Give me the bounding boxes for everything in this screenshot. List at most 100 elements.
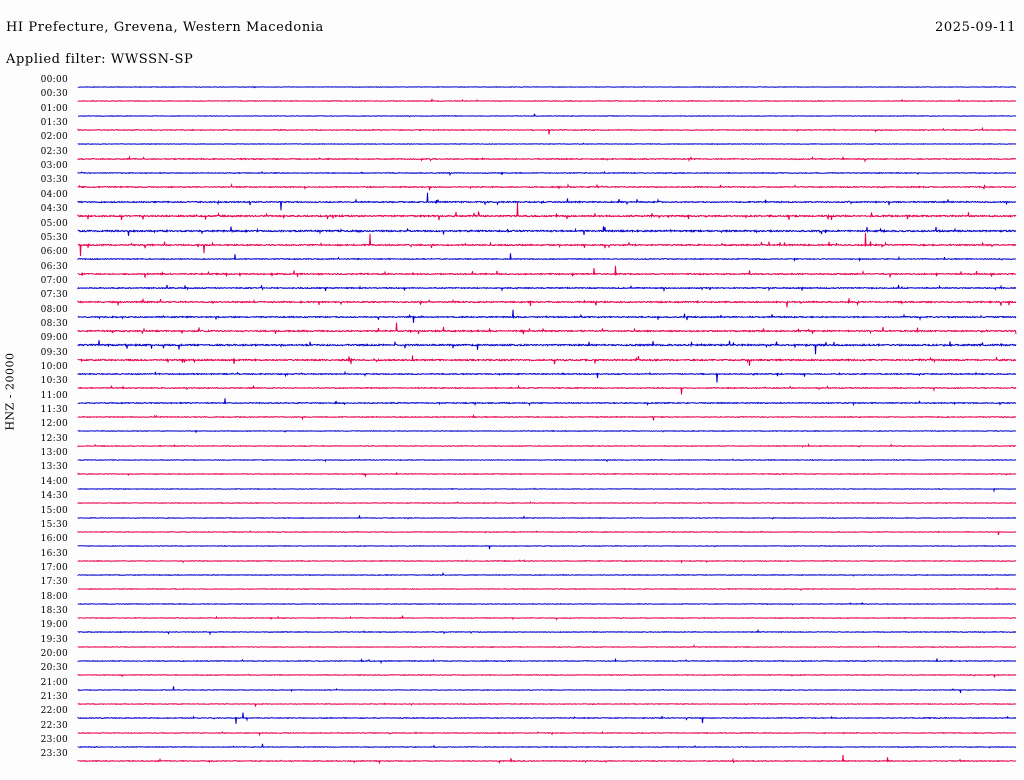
trace-row: 19:00 (0, 620, 1024, 639)
trace-row: 11:30 (0, 405, 1024, 424)
trace-row: 20:30 (0, 663, 1024, 682)
seismic-trace (77, 743, 1017, 749)
seismogram-plot: 00:00 00:30 01:00 01:30 02:00 02:30 03:00 03:30… (0, 75, 1024, 775)
seismic-trace (77, 755, 1017, 766)
trace-time-label: 01:30 (40, 118, 68, 129)
seismic-trace (77, 142, 1017, 146)
seismic-trace (77, 558, 1017, 564)
seismic-trace (77, 322, 1017, 335)
seismic-trace (77, 601, 1017, 606)
trace-row: 13:30 (0, 462, 1024, 481)
trace-row: 02:00 (0, 132, 1024, 151)
seismic-trace (77, 284, 1017, 293)
trace-time-label: 16:30 (40, 548, 68, 559)
seismic-trace (77, 192, 1017, 211)
trace-row: 20:00 (0, 649, 1024, 668)
seismic-trace (77, 712, 1017, 725)
trace-time-label: 02:00 (40, 132, 68, 143)
trace-time-label: 08:00 (40, 304, 68, 315)
trace-time-label: 13:30 (40, 462, 68, 473)
trace-time-label: 10:30 (40, 376, 68, 387)
trace-row: 16:30 (0, 549, 1024, 568)
trace-time-label: 14:30 (40, 491, 68, 502)
trace-row: 22:00 (0, 706, 1024, 725)
trace-row: 05:30 (0, 232, 1024, 256)
page-title: HI Prefecture, Grevena, Western Macedoni… (6, 20, 324, 35)
seismic-trace (77, 225, 1017, 236)
seismic-trace (77, 458, 1017, 463)
seismic-trace (77, 232, 1017, 256)
seismic-trace (77, 514, 1017, 520)
trace-time-label: 12:30 (40, 433, 68, 444)
trace-row: 07:00 (0, 276, 1024, 295)
trace-row: 04:30 (0, 202, 1024, 223)
trace-row: 23:00 (0, 735, 1024, 754)
trace-row: 09:00 (0, 333, 1024, 355)
seismic-trace (77, 673, 1017, 678)
trace-row: 07:30 (0, 290, 1024, 309)
trace-row: 03:00 (0, 161, 1024, 180)
trace-time-label: 21:00 (40, 677, 68, 688)
trace-time-label: 10:00 (40, 362, 68, 372)
trace-time-label: 06:30 (40, 261, 68, 272)
seismic-trace (77, 98, 1017, 103)
seismic-trace (77, 629, 1017, 637)
trace-row: 22:30 (0, 721, 1024, 740)
trace-time-label: 22:30 (40, 720, 68, 731)
trace-time-label: 03:00 (40, 161, 68, 172)
seismic-trace (77, 545, 1017, 550)
trace-row: 11:00 (0, 391, 1024, 410)
seismic-trace (77, 413, 1017, 421)
trace-row: 23:30 (0, 749, 1024, 768)
trace-row: 09:30 (0, 348, 1024, 367)
trace-time-label: 00:30 (40, 89, 68, 100)
seismic-trace (77, 730, 1017, 737)
trace-time-label: 15:30 (40, 519, 68, 530)
trace-time-label: 05:30 (40, 232, 68, 243)
seismic-trace (77, 487, 1017, 493)
trace-row: 14:30 (0, 491, 1024, 510)
seismic-trace (77, 154, 1017, 163)
seismic-trace (77, 501, 1017, 505)
seismic-trace (77, 370, 1017, 383)
seismic-trace (77, 587, 1017, 592)
seismic-trace (77, 265, 1017, 278)
trace-row: 14:00 (0, 477, 1024, 496)
seismic-trace (77, 385, 1017, 395)
trace-time-label: 11:00 (40, 390, 68, 401)
seismic-trace (77, 297, 1017, 308)
seismic-trace (77, 442, 1017, 448)
trace-time-label: 04:00 (40, 189, 68, 200)
trace-time-label: 17:00 (40, 562, 68, 573)
seismic-trace (77, 126, 1017, 135)
trace-row: 08:00 (0, 305, 1024, 324)
seismic-trace (77, 202, 1017, 221)
seismic-trace (77, 571, 1017, 577)
seismic-trace (77, 397, 1017, 407)
trace-row: 17:00 (0, 563, 1024, 582)
trace-row: 15:00 (0, 506, 1024, 525)
trace-row: 12:00 (0, 419, 1024, 438)
seismic-trace (77, 430, 1017, 435)
trace-time-label: 12:00 (40, 419, 68, 430)
trace-time-label: 23:30 (40, 749, 68, 760)
trace-row: 13:00 (0, 448, 1024, 467)
trace-time-label: 20:00 (40, 649, 68, 659)
seismic-trace (77, 685, 1017, 693)
trace-row: 10:30 (0, 376, 1024, 395)
seismic-trace (77, 170, 1017, 177)
trace-time-label: 05:00 (40, 218, 68, 229)
trace-time-label: 13:00 (40, 448, 68, 459)
trace-time-label: 07:00 (40, 275, 68, 286)
seismic-trace (77, 530, 1017, 535)
trace-time-label: 08:30 (40, 318, 68, 329)
trace-time-label: 06:00 (40, 247, 68, 258)
seismic-trace (77, 615, 1017, 621)
trace-row: 05:00 (0, 219, 1024, 238)
trace-row: 02:30 (0, 147, 1024, 166)
trace-row: 03:30 (0, 175, 1024, 194)
trace-row: 12:30 (0, 434, 1024, 453)
trace-row: 06:30 (0, 262, 1024, 281)
trace-row: 17:30 (0, 577, 1024, 596)
trace-time-label: 16:00 (40, 534, 68, 545)
